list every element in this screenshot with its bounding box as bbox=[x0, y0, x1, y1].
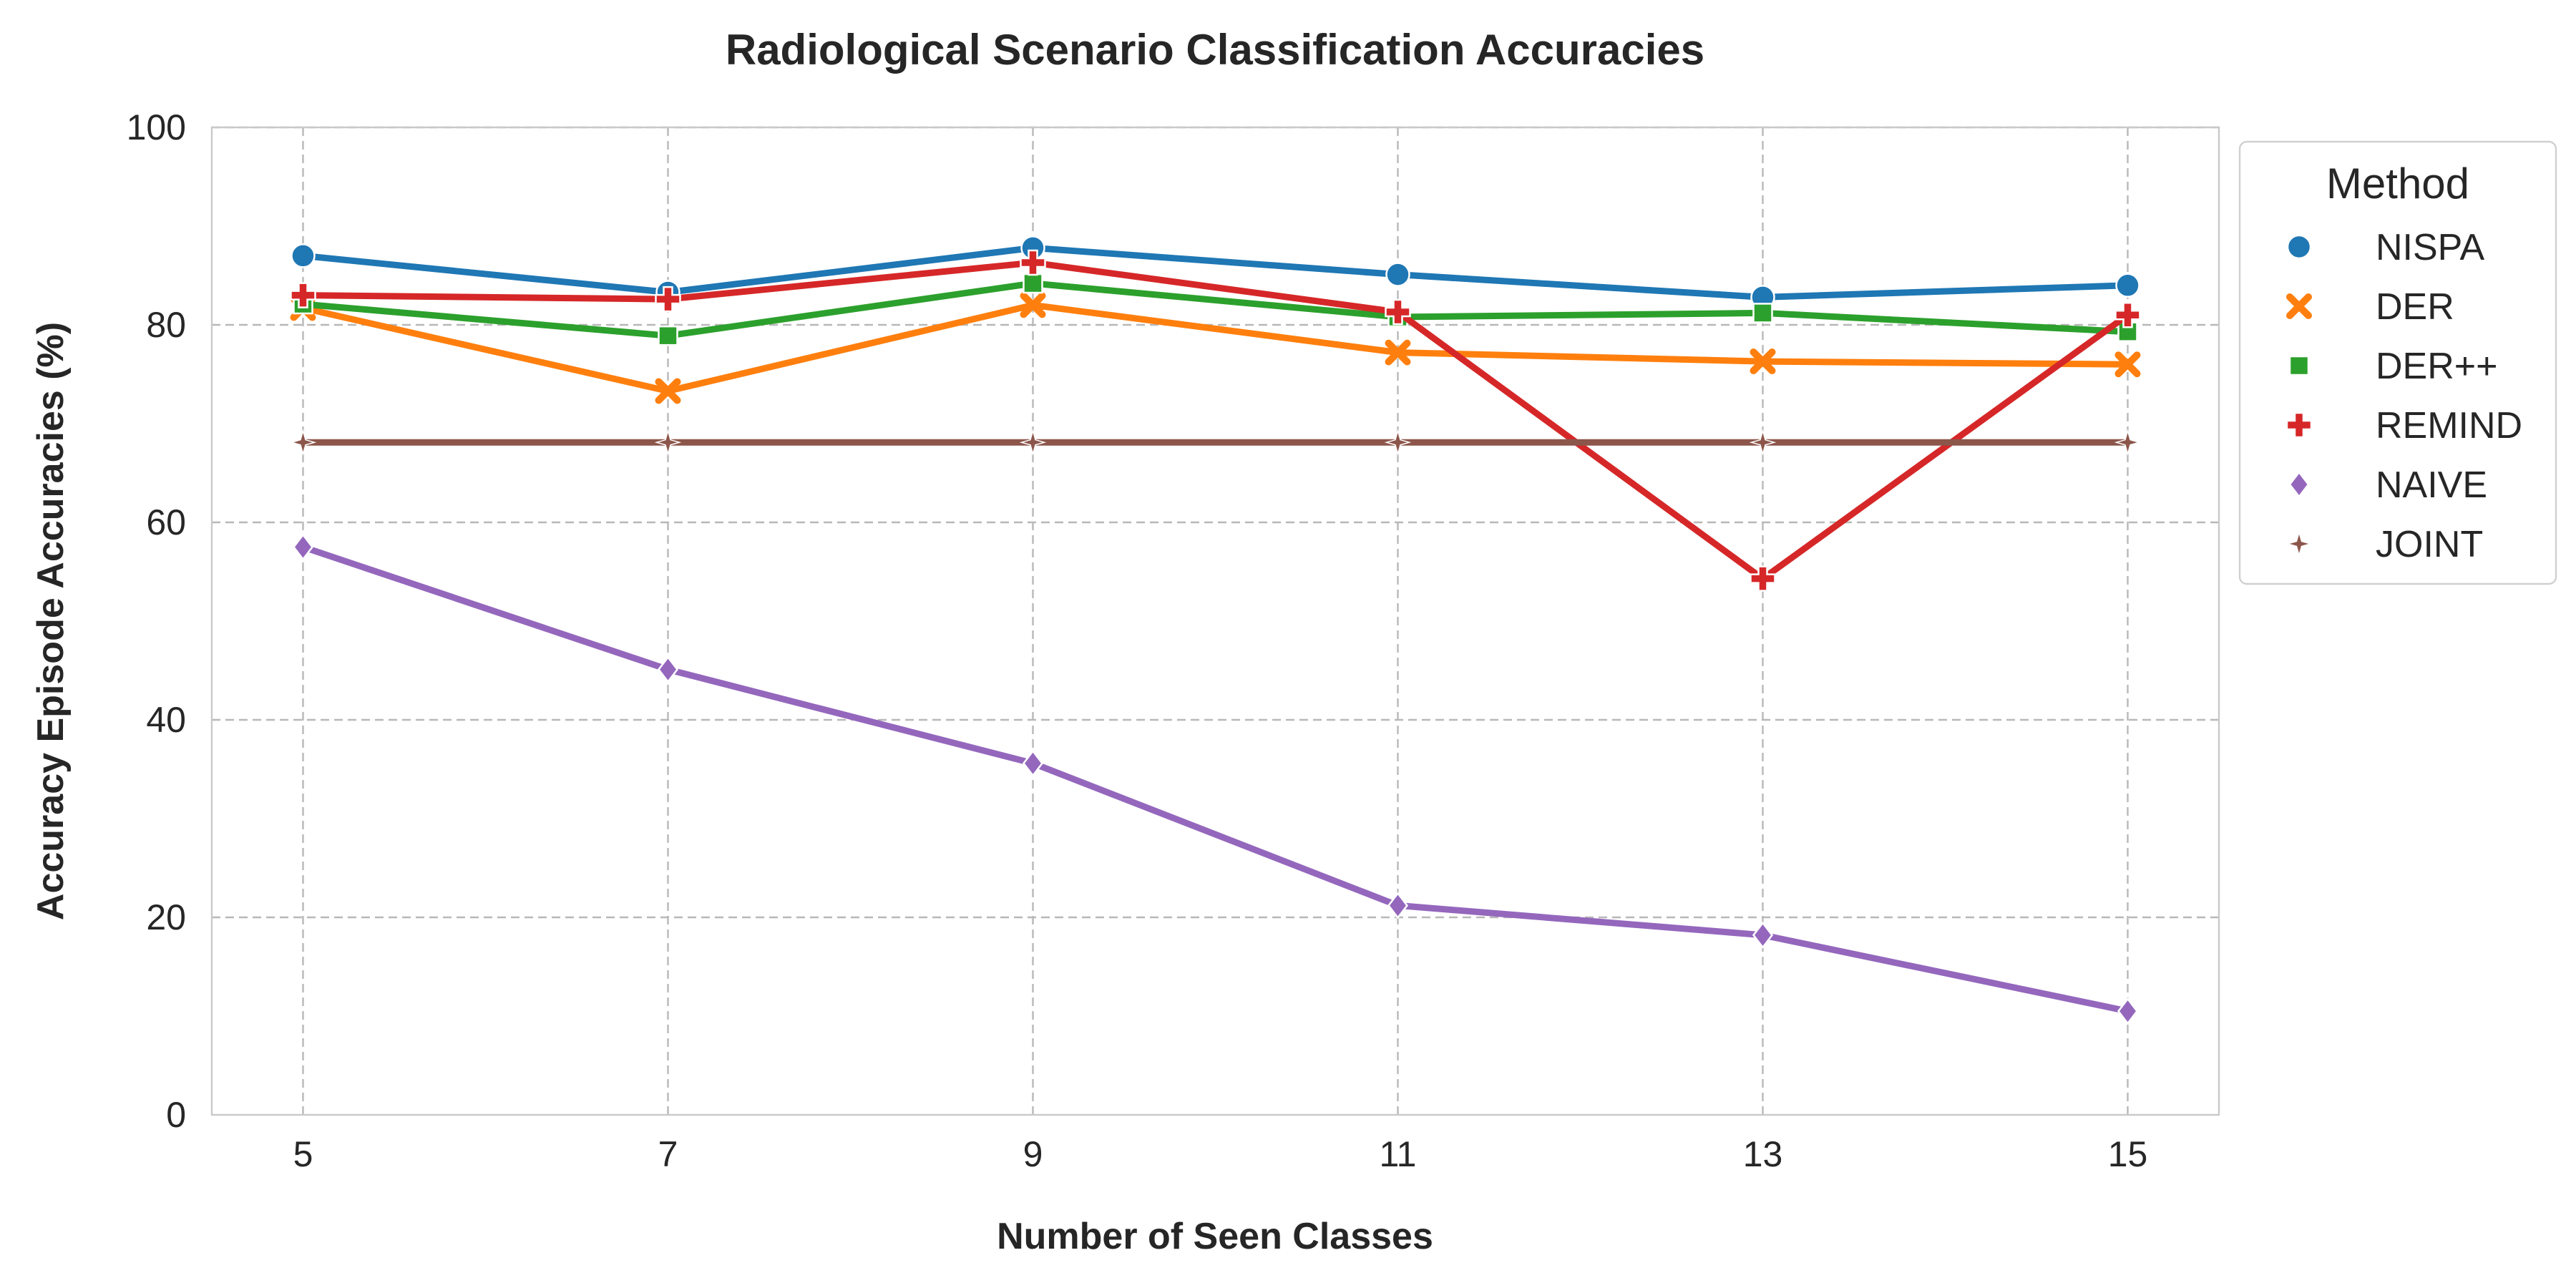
series-line bbox=[300, 544, 2131, 1015]
data-point-marker bbox=[658, 325, 678, 346]
data-point-marker bbox=[1750, 565, 1776, 592]
data-point-marker bbox=[1752, 303, 1773, 323]
data-point-marker bbox=[1387, 892, 1409, 919]
legend-marker bbox=[2285, 530, 2313, 557]
data-point-marker bbox=[654, 429, 682, 456]
x-tick-label: 13 bbox=[1743, 1134, 1783, 1174]
data-point-marker bbox=[2117, 997, 2139, 1025]
series-line bbox=[300, 280, 2131, 339]
x-axis-label: Number of Seen Classes bbox=[997, 1216, 1433, 1257]
plot-frame bbox=[210, 126, 2220, 1116]
data-point-marker bbox=[2115, 273, 2140, 298]
legend-label: REMIND bbox=[2376, 405, 2522, 447]
series-remind bbox=[290, 249, 2141, 592]
data-point-marker bbox=[1385, 339, 1411, 366]
data-point-marker bbox=[290, 282, 316, 308]
data-point-marker bbox=[2114, 429, 2142, 456]
y-tick-label: 60 bbox=[146, 502, 186, 542]
tick-labels: 0 20 40 60 80 100 5 7 9 11 13 15 bbox=[127, 107, 2148, 1174]
data-point-marker bbox=[655, 378, 681, 404]
data-point-marker bbox=[655, 286, 681, 313]
legend-label: DER++ bbox=[2376, 346, 2498, 387]
x-tick-label: 5 bbox=[293, 1134, 313, 1174]
series-line bbox=[300, 244, 2131, 301]
legend-title: Method bbox=[2326, 160, 2469, 208]
legend-marker bbox=[2288, 355, 2310, 376]
legend-label: NAIVE bbox=[2376, 464, 2487, 506]
y-tick-label: 0 bbox=[166, 1095, 186, 1135]
legend-items: NISPA DER DER++ REMIND NAIVE JOINT bbox=[2285, 227, 2522, 565]
chart-title: Radiological Scenario Classification Acc… bbox=[726, 26, 1704, 74]
data-point-marker bbox=[291, 243, 316, 268]
y-tick-label: 80 bbox=[146, 305, 186, 345]
data-point-marker bbox=[289, 429, 317, 456]
legend-marker bbox=[2286, 293, 2312, 319]
y-tick-label: 100 bbox=[127, 107, 186, 147]
legend-label: DER bbox=[2376, 286, 2454, 328]
data-point-marker bbox=[2114, 301, 2141, 328]
legend-label: JOINT bbox=[2376, 524, 2483, 565]
data-point-marker bbox=[1020, 249, 1046, 276]
legend: Method NISPA DER DER++ REMIND NAIVE JOINT bbox=[2238, 140, 2557, 585]
data-point-marker bbox=[1752, 921, 1774, 949]
data-point-marker bbox=[2114, 351, 2141, 378]
y-tick-label: 20 bbox=[146, 897, 186, 937]
series-layer bbox=[289, 235, 2142, 1025]
series-naive bbox=[292, 533, 2139, 1025]
series-line bbox=[300, 259, 2131, 582]
data-point-marker bbox=[1020, 292, 1046, 318]
series-joint bbox=[289, 429, 2142, 456]
data-point-marker bbox=[1385, 298, 1411, 326]
y-tick-label: 40 bbox=[146, 700, 186, 740]
data-point-marker bbox=[657, 655, 679, 683]
legend-marker bbox=[2285, 411, 2313, 439]
legend-label: NISPA bbox=[2376, 227, 2485, 268]
data-point-marker bbox=[1023, 273, 1043, 294]
x-tick-label: 9 bbox=[1023, 1134, 1043, 1174]
x-tick-label: 15 bbox=[2108, 1134, 2148, 1174]
x-tick-label: 11 bbox=[1380, 1134, 1417, 1174]
legend-marker bbox=[2288, 470, 2310, 499]
legend-box bbox=[2238, 140, 2557, 585]
data-point-marker bbox=[1022, 749, 1044, 777]
x-tick-label: 7 bbox=[658, 1134, 678, 1174]
series-line bbox=[300, 301, 2131, 394]
series-der bbox=[290, 292, 2141, 404]
data-point-marker bbox=[1385, 262, 1410, 287]
y-axis-label: Accuracy Episode Accuracies (%) bbox=[30, 322, 72, 920]
data-point-marker bbox=[292, 533, 314, 561]
data-point-marker bbox=[1384, 429, 1412, 456]
data-point-marker bbox=[1019, 429, 1047, 456]
legend-marker bbox=[2286, 234, 2312, 260]
data-point-marker bbox=[1749, 429, 1777, 456]
data-point-marker bbox=[1750, 348, 1776, 375]
